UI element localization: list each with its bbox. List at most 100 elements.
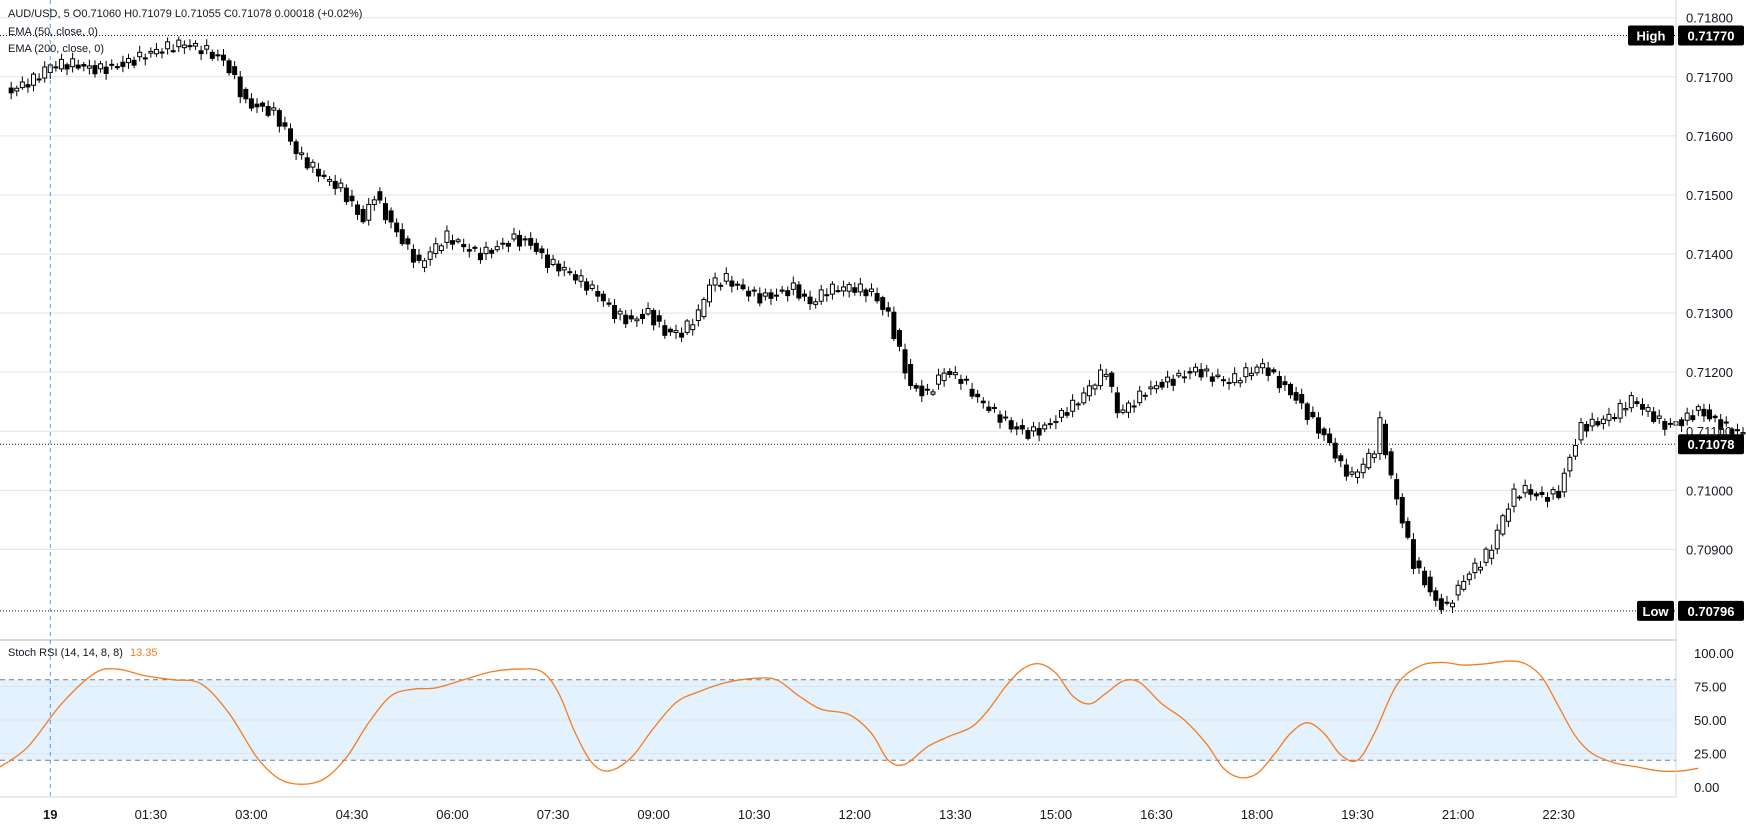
candle xyxy=(1550,489,1556,495)
candle xyxy=(1343,464,1349,477)
stoch-rsi-pane: 100.00 75.00 50.00 25.00 0.00 xyxy=(0,646,1734,795)
candle xyxy=(142,57,148,60)
candle xyxy=(220,54,226,61)
candle xyxy=(1159,381,1165,388)
candle xyxy=(1545,497,1550,502)
candle xyxy=(1288,383,1294,396)
candle xyxy=(729,280,735,287)
candle xyxy=(1098,369,1104,387)
candle xyxy=(472,246,478,249)
candle xyxy=(338,182,344,189)
candle xyxy=(260,102,266,107)
candle xyxy=(243,88,249,100)
time-tick-label: 09:00 xyxy=(637,807,670,822)
candle xyxy=(1025,430,1031,439)
time-tick-label: 18:00 xyxy=(1241,807,1274,822)
candle xyxy=(751,289,757,292)
candle xyxy=(1645,407,1651,412)
stoch-rsi-legend[interactable]: Stoch RSI (14, 14, 8, 8) 13.35 xyxy=(8,647,158,659)
candle xyxy=(1170,378,1176,386)
ema-200-label[interactable]: EMA (200, close, 0) xyxy=(8,43,104,55)
candle xyxy=(25,84,31,88)
candle xyxy=(1394,479,1400,500)
candle xyxy=(422,260,428,268)
candle xyxy=(980,400,986,404)
candle xyxy=(1338,455,1344,462)
candle xyxy=(1153,385,1159,390)
stoch-rsi-value: 13.35 xyxy=(130,647,158,659)
stoch-rsi-label: Stoch RSI (14, 14, 8, 8) xyxy=(8,647,123,659)
candle xyxy=(1366,452,1372,469)
candle xyxy=(846,284,852,292)
candle xyxy=(1422,570,1428,586)
candle xyxy=(181,44,187,49)
candle xyxy=(483,246,489,255)
candle xyxy=(120,61,126,67)
candle xyxy=(1494,529,1500,550)
candle xyxy=(1371,453,1377,459)
candle xyxy=(1137,390,1143,404)
candle xyxy=(572,274,578,281)
candle xyxy=(327,179,333,182)
candle xyxy=(42,66,48,79)
candle xyxy=(1360,463,1366,474)
candle xyxy=(1528,489,1534,495)
candle xyxy=(556,263,562,272)
time-tick-label: 16:30 xyxy=(1140,807,1173,822)
candle xyxy=(969,388,975,397)
candle xyxy=(1276,375,1282,389)
candle xyxy=(517,234,523,247)
candle xyxy=(913,385,919,389)
stoch-tick-label: 75.00 xyxy=(1694,680,1727,695)
candle xyxy=(673,330,679,333)
candle xyxy=(159,51,165,54)
candle xyxy=(382,203,388,221)
candle xyxy=(271,107,277,111)
candle xyxy=(807,296,813,305)
candle xyxy=(477,252,483,261)
candle xyxy=(606,302,612,305)
candle xyxy=(785,290,791,297)
candle xyxy=(1707,409,1713,420)
candle xyxy=(494,246,500,251)
candle xyxy=(1433,590,1439,601)
candle xyxy=(343,187,349,203)
candle xyxy=(1405,520,1411,538)
candle xyxy=(1058,409,1064,418)
candle xyxy=(1165,376,1171,383)
candle xyxy=(126,57,131,64)
candle xyxy=(114,66,120,69)
candle xyxy=(1215,374,1221,378)
candle xyxy=(1399,496,1405,524)
candle xyxy=(1584,423,1590,432)
candle xyxy=(1517,496,1523,499)
low-label-text: Low xyxy=(1643,604,1670,619)
candle xyxy=(584,281,590,291)
time-tick-label: 10:30 xyxy=(738,807,771,822)
candle xyxy=(215,54,221,57)
candle xyxy=(852,287,858,293)
candle xyxy=(1522,485,1528,494)
candle xyxy=(1053,420,1059,424)
candle xyxy=(746,290,752,297)
candle xyxy=(533,242,539,252)
high-price-value: 0.71770 xyxy=(1688,28,1735,43)
candle xyxy=(1410,539,1416,569)
candle xyxy=(288,128,294,142)
candle xyxy=(1595,421,1601,426)
candle xyxy=(796,284,802,299)
candle xyxy=(757,293,763,304)
candle xyxy=(248,98,254,109)
ema-50-label[interactable]: EMA (50, close, 0) xyxy=(8,26,98,38)
candle xyxy=(53,66,59,69)
candle xyxy=(64,64,70,70)
candle xyxy=(829,283,835,295)
main-grid xyxy=(0,17,1676,550)
candle xyxy=(237,76,243,98)
candle xyxy=(712,277,718,286)
candle xyxy=(1472,562,1478,574)
candle xyxy=(1477,566,1483,571)
candle xyxy=(109,63,115,66)
candle xyxy=(232,66,238,76)
